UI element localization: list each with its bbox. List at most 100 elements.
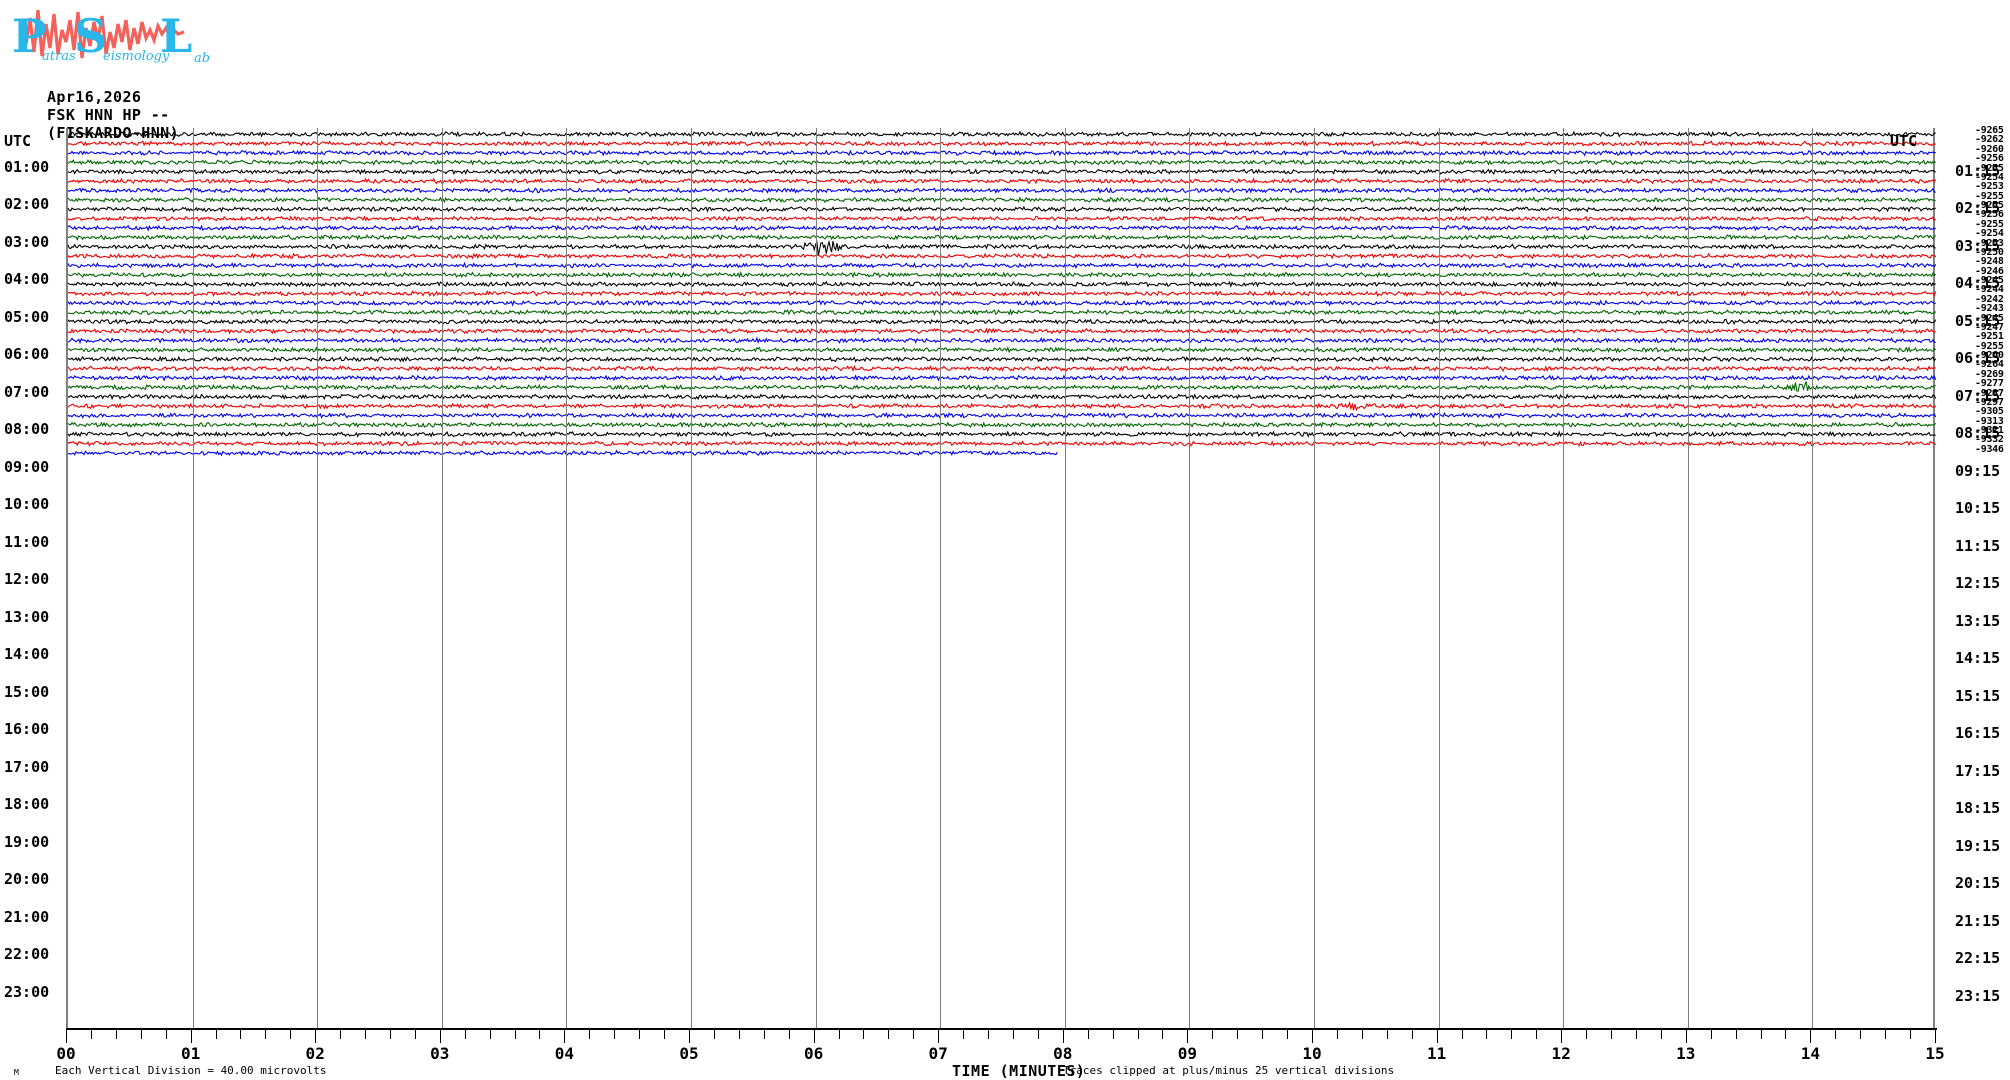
x-tick-minor: [115, 1030, 117, 1039]
x-tick-label-02: 02: [305, 1044, 325, 1063]
x-tick-label-09: 09: [1177, 1044, 1198, 1063]
trace-29: [67, 400, 1937, 412]
logo-letter-s: S: [74, 9, 107, 63]
right-time-label-1215: 12:15: [1955, 574, 2001, 593]
x-tick-minor: [738, 1030, 740, 1039]
x-tick-minor: [1112, 1030, 1114, 1039]
right-time-label-0915: 09:15: [1955, 461, 2001, 480]
x-tick-minor: [888, 1030, 890, 1039]
x-tick-minor: [1262, 1030, 1264, 1039]
right-time-label-0215: 02:15: [1955, 199, 2001, 218]
x-tick-minor: [1237, 1030, 1239, 1039]
trace-12: [67, 239, 1936, 256]
x-tick-minor: [1386, 1030, 1388, 1039]
x-tick-minor: [1012, 1030, 1014, 1039]
x-tick-minor: [1885, 1030, 1887, 1039]
trace-1: [67, 140, 1936, 148]
x-tick-minor: [389, 1030, 391, 1039]
trace-30: [67, 411, 1937, 420]
x-tick-major: [190, 1030, 192, 1043]
trace-31: [67, 421, 1937, 429]
grid-line-minute-14: [1812, 128, 1814, 1028]
grid-line-minute-9: [1189, 128, 1191, 1028]
x-tick-minor: [1162, 1030, 1164, 1039]
trace-offset-1: -9262: [1975, 134, 2004, 146]
trace-offset-27: -9277: [1975, 378, 2004, 390]
trace-offset-16: -9245: [1975, 275, 2004, 286]
x-tick-minor: [1735, 1030, 1737, 1039]
grid-line-minute-10: [1314, 128, 1315, 1028]
x-tick-minor: [165, 1030, 167, 1039]
grid-line-minute-11: [1438, 128, 1440, 1028]
left-time-label-0200: 02:00: [4, 195, 50, 213]
trace-26: [67, 374, 1937, 382]
trace-2: [67, 149, 1936, 157]
right-time-label-0415: 04:15: [1955, 274, 2001, 293]
x-tick-label-12: 12: [1551, 1044, 1571, 1063]
trace-24: [67, 355, 1937, 363]
x-tick-minor: [1087, 1030, 1089, 1039]
trace-23: [67, 345, 1937, 354]
left-time-label-1400: 14:00: [4, 645, 50, 663]
left-time-label-0800: 08:00: [4, 420, 50, 438]
left-time-label-0300: 03:00: [4, 232, 50, 251]
x-tick-label-07: 07: [928, 1044, 948, 1063]
right-time-label-1015: 10:15: [1955, 499, 2001, 518]
grid-line-minute-8: [1064, 128, 1066, 1028]
trace-20: [67, 318, 1937, 326]
x-tick-minor: [290, 1030, 292, 1039]
trace-offset-15: -9246: [1975, 265, 2004, 277]
logo-waveform-icon: [24, 9, 185, 59]
logo-letter-p: P: [12, 9, 47, 63]
x-tick-minor: [1910, 1030, 1912, 1039]
grid-line-minute-13: [1687, 128, 1689, 1028]
trace-3: [67, 159, 1936, 166]
trace-offset-2: -9260: [1975, 143, 2004, 155]
logo-letter-l: L: [160, 9, 192, 63]
x-tick-minor: [1511, 1030, 1513, 1039]
trace-32: [67, 430, 1936, 438]
left-time-label-2200: 22:00: [4, 945, 50, 963]
trace-offset-7: -9255: [1975, 190, 2004, 202]
grid-line-minute-5: [691, 128, 692, 1028]
x-tick-minor: [763, 1030, 765, 1039]
trace-offset-23: -9255: [1975, 340, 2004, 352]
x-tick-minor: [90, 1030, 92, 1039]
x-tick-minor: [240, 1030, 242, 1039]
left-time-label-0700: 07:00: [4, 382, 50, 401]
trace-19: [67, 308, 1937, 316]
right-time-label-1515: 15:15: [1955, 686, 2001, 705]
left-time-label-1800: 18:00: [4, 795, 50, 813]
x-tick-minor: [988, 1030, 990, 1039]
x-tick-label-03: 03: [430, 1044, 450, 1063]
seismogram-traces: [67, 130, 1937, 457]
x-tick-minor: [1411, 1030, 1413, 1039]
left-time-label-1000: 10:00: [4, 495, 50, 513]
trace-offset-3: -9256: [1975, 153, 2004, 165]
x-tick-minor: [788, 1030, 790, 1039]
x-tick-minor: [1586, 1030, 1588, 1039]
x-tick-minor: [713, 1030, 715, 1039]
right-time-label-2315: 23:15: [1955, 986, 2001, 1005]
right-time-label-1715: 17:15: [1955, 761, 2001, 780]
right-time-label-0315: 03:15: [1955, 236, 2001, 255]
left-time-label-0400: 04:00: [4, 270, 50, 288]
x-tick-minor: [1336, 1030, 1338, 1039]
trace-6: [67, 187, 1936, 195]
x-axis-title: TIME (MINUTES): [952, 1062, 1086, 1080]
x-tick-minor: [1212, 1030, 1214, 1039]
x-tick-major: [1561, 1030, 1563, 1043]
trace-offset-6: -9253: [1975, 181, 2004, 193]
trace-offset-33: -9332: [1975, 434, 2004, 446]
trace-offset-9: -9256: [1975, 209, 2004, 221]
trace-offset-11: -9254: [1975, 228, 2004, 240]
trace-offset-25: -9264: [1975, 359, 2004, 371]
right-time-label-2015: 20:15: [1955, 874, 2001, 893]
x-tick-label-00: 00: [56, 1044, 76, 1063]
grid-line-minute-6: [815, 128, 817, 1028]
seismogram-plot-area[interactable]: [66, 128, 1937, 1028]
trace-offset-22: -9251: [1975, 331, 2004, 343]
trace-offset-32: -9321: [1975, 425, 2004, 436]
x-tick-minor: [664, 1030, 666, 1039]
x-tick-label-04: 04: [554, 1044, 575, 1063]
